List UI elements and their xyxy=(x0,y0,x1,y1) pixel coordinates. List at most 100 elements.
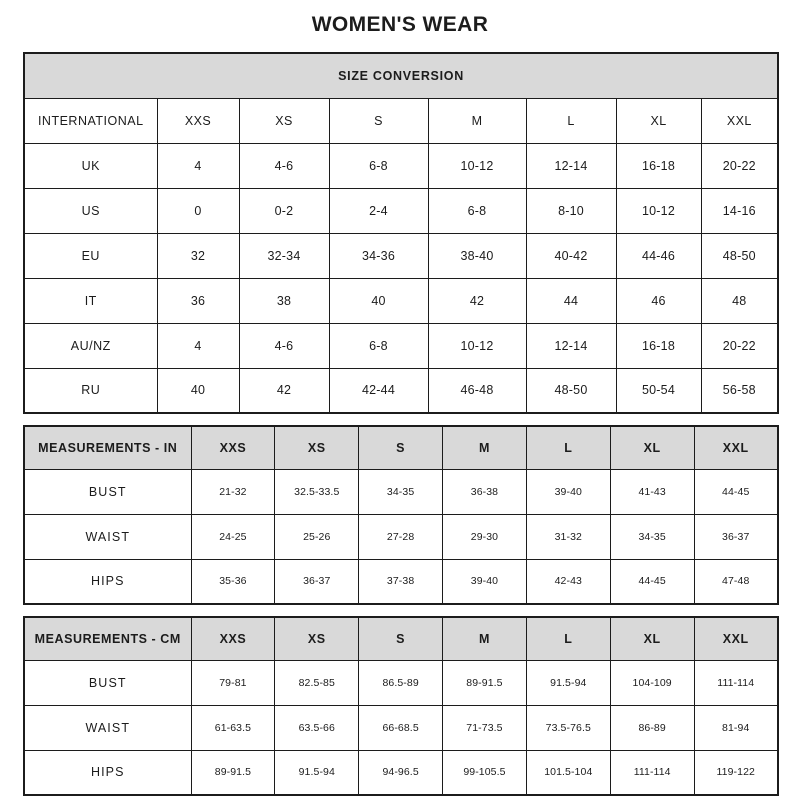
cell-value: 27-28 xyxy=(358,513,444,560)
cell-value: 14-16 xyxy=(700,187,779,234)
cell-value: 12-14 xyxy=(525,142,617,189)
column-header-xl: XL xyxy=(609,616,695,661)
cell-value: 44-45 xyxy=(693,468,779,515)
cell-value: 42-43 xyxy=(525,558,611,605)
table-row: IT 36 38 40 42 44 46 48 xyxy=(23,277,779,324)
table-row: BUST 79-81 82.5-85 86.5-89 89-91.5 91.5-… xyxy=(23,659,779,706)
column-header-xl: XL xyxy=(615,97,702,144)
cell-value: 89-91.5 xyxy=(442,659,527,706)
cell-value: 46-48 xyxy=(427,367,527,414)
column-header-l: L xyxy=(525,97,617,144)
column-header-xl: XL xyxy=(609,425,695,470)
column-header-xxs: XXS xyxy=(190,425,276,470)
column-header-m: M xyxy=(427,97,527,144)
cell-value: 0-2 xyxy=(238,187,330,234)
cell-value: 16-18 xyxy=(615,142,702,189)
cell-value: 81-94 xyxy=(693,704,779,751)
row-label: EU xyxy=(23,232,158,279)
cell-value: 35-36 xyxy=(190,558,276,605)
cell-value: 4 xyxy=(156,142,240,189)
cell-value: 36 xyxy=(156,277,240,324)
column-header-xxs: XXS xyxy=(156,97,240,144)
size-conversion-banner: SIZE CONVERSION xyxy=(23,52,779,99)
cell-value: 73.5-76.5 xyxy=(525,704,611,751)
cell-value: 50-54 xyxy=(615,367,702,414)
cell-value: 61-63.5 xyxy=(190,704,276,751)
column-header-xs: XS xyxy=(274,425,360,470)
column-header-xs: XS xyxy=(274,616,360,661)
table-row: RU 40 42 42-44 46-48 48-50 50-54 56-58 xyxy=(23,367,779,414)
cell-value: 101.5-104 xyxy=(525,749,611,796)
cell-value: 104-109 xyxy=(609,659,695,706)
page-title: WOMEN'S WEAR xyxy=(311,13,489,36)
column-header-m: M xyxy=(442,425,527,470)
cell-value: 2-4 xyxy=(328,187,429,234)
column-header-measurements-cm: MEASUREMENTS - CM xyxy=(23,616,192,661)
cell-value: 32-34 xyxy=(238,232,330,279)
cell-value: 41-43 xyxy=(609,468,695,515)
column-header-xxl: XXL xyxy=(700,97,779,144)
cell-value: 24-25 xyxy=(190,513,276,560)
row-label: WAIST xyxy=(23,513,192,560)
cell-value: 10-12 xyxy=(427,142,527,189)
cell-value: 34-35 xyxy=(358,468,444,515)
cell-value: 31-32 xyxy=(525,513,611,560)
measurements-in-table: MEASUREMENTS - IN XXS XS S M L XL XXL BU… xyxy=(23,425,779,605)
table-row: US 0 0-2 2-4 6-8 8-10 10-12 14-16 xyxy=(23,187,779,234)
column-header-xxl: XXL xyxy=(693,425,779,470)
cell-value: 47-48 xyxy=(693,558,779,605)
cell-value: 91.5-94 xyxy=(274,749,360,796)
row-label: US xyxy=(23,187,158,234)
cell-value: 6-8 xyxy=(328,322,429,369)
cell-value: 40 xyxy=(328,277,429,324)
column-header-xxl: XXL xyxy=(693,616,779,661)
row-label: HIPS xyxy=(23,749,192,796)
cell-value: 12-14 xyxy=(525,322,617,369)
cell-value: 111-114 xyxy=(693,659,779,706)
tables-container: SIZE CONVERSION INTERNATIONAL XXS XS S M… xyxy=(0,52,800,796)
cell-value: 40-42 xyxy=(525,232,617,279)
cell-value: 21-32 xyxy=(190,468,276,515)
cell-value: 44-46 xyxy=(615,232,702,279)
column-header-m: M xyxy=(442,616,527,661)
header-row: INTERNATIONAL XXS XS S M L XL XXL xyxy=(23,97,779,144)
cell-value: 39-40 xyxy=(525,468,611,515)
cell-value: 36-37 xyxy=(274,558,360,605)
size-conversion-table: SIZE CONVERSION INTERNATIONAL XXS XS S M… xyxy=(23,52,780,414)
cell-value: 34-36 xyxy=(328,232,429,279)
cell-value: 44-45 xyxy=(609,558,695,605)
cell-value: 99-105.5 xyxy=(442,749,527,796)
measurements-cm-table: MEASUREMENTS - CM XXS XS S M L XL XXL BU… xyxy=(23,616,779,796)
row-label: HIPS xyxy=(23,558,192,605)
row-label: IT xyxy=(23,277,158,324)
cell-value: 39-40 xyxy=(442,558,527,605)
header-row: MEASUREMENTS - IN XXS XS S M L XL XXL xyxy=(23,425,779,470)
cell-value: 42 xyxy=(427,277,527,324)
cell-value: 25-26 xyxy=(274,513,360,560)
cell-value: 34-35 xyxy=(609,513,695,560)
cell-value: 36-38 xyxy=(442,468,527,515)
column-header-xs: XS xyxy=(238,97,330,144)
cell-value: 29-30 xyxy=(442,513,527,560)
row-label: AU/NZ xyxy=(23,322,158,369)
table-row: UK 4 4-6 6-8 10-12 12-14 16-18 20-22 xyxy=(23,142,779,189)
row-label: UK xyxy=(23,142,158,189)
cell-value: 94-96.5 xyxy=(358,749,444,796)
column-header-s: S xyxy=(328,97,429,144)
cell-value: 48 xyxy=(700,277,779,324)
row-label: BUST xyxy=(23,659,192,706)
cell-value: 4-6 xyxy=(238,322,330,369)
table-row: WAIST 61-63.5 63.5-66 66-68.5 71-73.5 73… xyxy=(23,704,779,751)
table-row: EU 32 32-34 34-36 38-40 40-42 44-46 48-5… xyxy=(23,232,779,279)
row-label: BUST xyxy=(23,468,192,515)
cell-value: 48-50 xyxy=(525,367,617,414)
cell-value: 0 xyxy=(156,187,240,234)
cell-value: 20-22 xyxy=(700,322,779,369)
cell-value: 32.5-33.5 xyxy=(274,468,360,515)
cell-value: 119-122 xyxy=(693,749,779,796)
cell-value: 48-50 xyxy=(700,232,779,279)
table-row: AU/NZ 4 4-6 6-8 10-12 12-14 16-18 20-22 xyxy=(23,322,779,369)
cell-value: 16-18 xyxy=(615,322,702,369)
cell-value: 8-10 xyxy=(525,187,617,234)
cell-value: 32 xyxy=(156,232,240,279)
